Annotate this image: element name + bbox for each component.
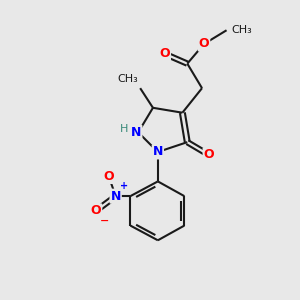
Text: −: − (100, 216, 109, 226)
Text: O: O (103, 170, 114, 183)
Text: O: O (159, 47, 170, 60)
Text: O: O (199, 38, 209, 50)
Text: N: N (153, 146, 163, 158)
Text: CH₃: CH₃ (118, 74, 138, 84)
Text: +: + (120, 181, 128, 191)
Text: O: O (91, 204, 101, 218)
Text: H: H (120, 124, 129, 134)
Text: N: N (110, 190, 121, 202)
Text: O: O (204, 148, 214, 161)
Text: N: N (131, 126, 141, 139)
Text: CH₃: CH₃ (232, 25, 252, 35)
